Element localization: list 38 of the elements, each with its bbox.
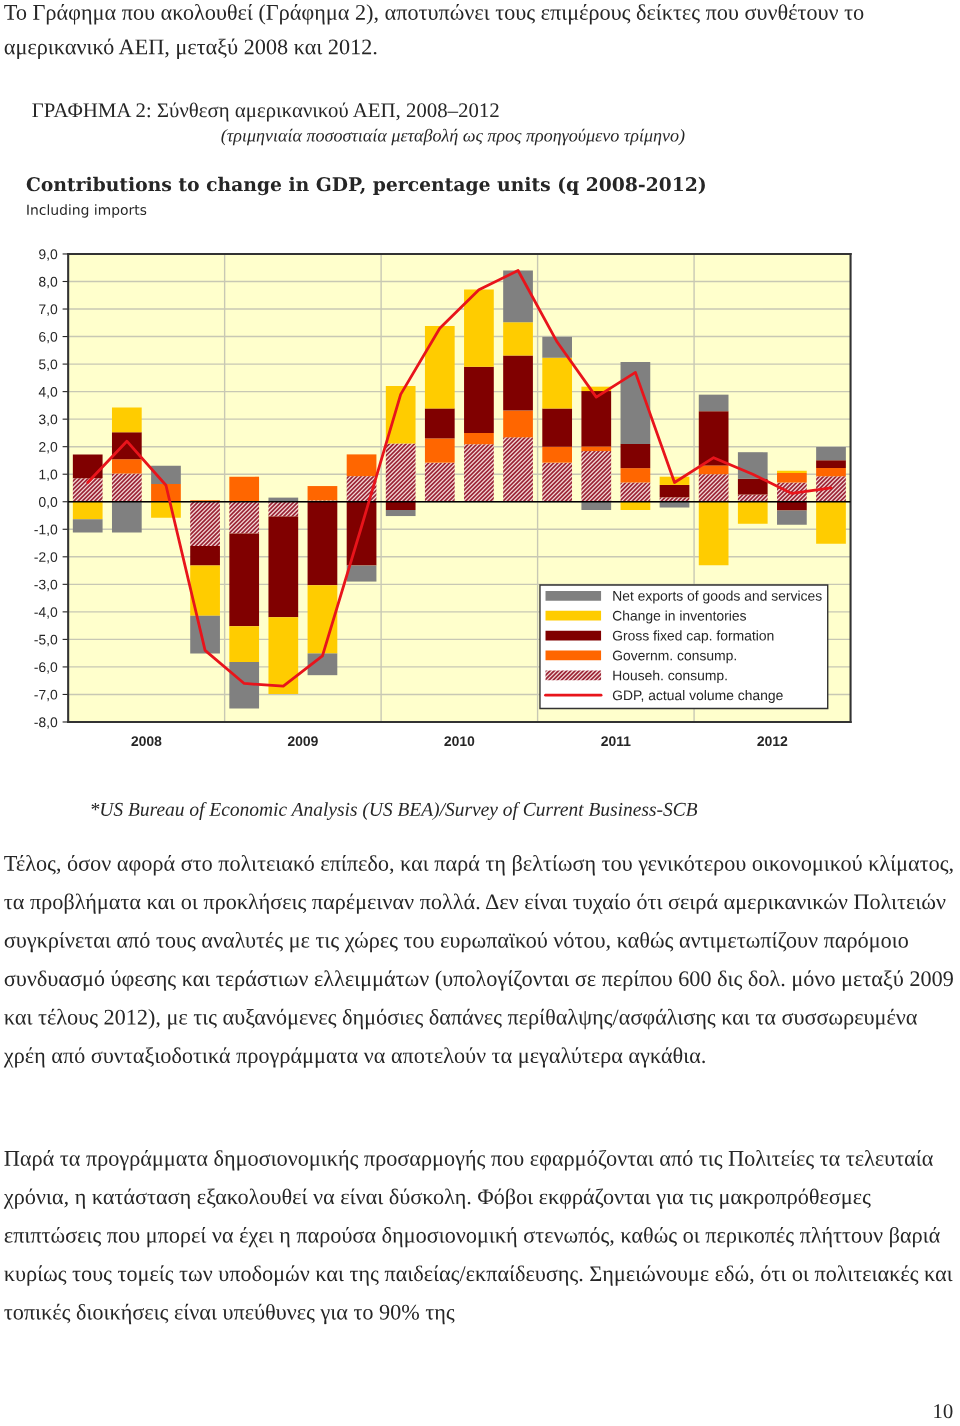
y-tick-label: 3,0 bbox=[38, 414, 58, 426]
y-tick-label: -4,0 bbox=[34, 607, 58, 619]
y-tick-label: 5,0 bbox=[38, 359, 58, 371]
x-tick-label: 2012 bbox=[757, 736, 788, 747]
x-tick-label: 2009 bbox=[287, 736, 318, 747]
y-tick-label: 4,0 bbox=[38, 386, 58, 399]
y-tick-label: 2,0 bbox=[39, 442, 58, 454]
x-tick-label: 2010 bbox=[444, 736, 475, 747]
y-tick-label: 8,0 bbox=[39, 276, 58, 289]
text: Παρά τα προγράμματα δημοσιονομικής προσαρμογής που εφαρμόζονται από τις Πολιτείες τα τελευταία χρόνια, η κατάσταση εξακολουθεί να είναι δύσκολη. Φόβοι εκφράζονται για τις μακροπρόθεσμες επιπτώσεις που μπορεί να έχει η παρούσα δημοσιονομική στενωπός, καθώς οι περικοπές πλήττουν βαριά κυρίως τους τομείς των υποδομών και της παιδείας/εκπαίδευσης. Σημειώνουμε εδώ, ότι οι πολιτειακές και τοπικές διοικήσεις είναι υπεύθυνες για το 90% της bbox=[3, 1150, 953, 1325]
chart-title: ΓΡΑΦΗΜΑ 2: Σύνθεση αμερικανικού ΑΕΠ, 2008–2012 bbox=[32, 102, 499, 122]
y-tick-label: -7,0 bbox=[34, 689, 58, 702]
text: Το Γράφημα που ακολουθεί (Γράφημα 2), αποτυπώνει τους επιμέρους δείκτες που συνθέτουν το αμερικανικό ΑΕΠ, μεταξύ 2008 και 2012. bbox=[4, 4, 864, 59]
y-tick-label: 6,0 bbox=[39, 331, 58, 344]
x-tick-label: 2011 bbox=[601, 736, 631, 747]
y-tick-label: 9,0 bbox=[39, 249, 58, 261]
y-tick-label: 0,0 bbox=[38, 497, 58, 509]
text: 10 bbox=[934, 1404, 953, 1419]
chart-subtitle: (τριμηνιαία ποσοστιαία μεταβολή ως προς προηγούμενο τρίμηνο) bbox=[221, 128, 685, 146]
text: Τέλος, όσον αφορά στο πολιτειακό επίπεδο, και παρά τη βελτίωση του γενικότερου οικονομικού κλίματος, τα προβλήματα και οι προκλήσεις παρέμειναν πολλά. Δεν είναι τυχαίο ότι σειρά αμερικανικών Πολιτειών συγκρίνεται από τους αναλυτές με τις χώρες του ευρωπαϊκού νότου, καθώς αντιμετωπίζουν παρόμοιο συνδυασμό ύφεσης και τεράστιων ελλειμμάτων (υπολογίζονται σε περίπου 600 δις δολ. μόνο μεταξύ 2009 και τέλους 2012), με τις αυξανόμενες δημόσιες δαπάνες περίθαλψης/ασφάλισης και τα συσσωρευμένα χρέη από συνταξιοδοτικά προγράμματα να αποτελούν τα μεγαλύτερα αγκάθια. bbox=[3, 855, 953, 1068]
legend-label: Change in inventories bbox=[612, 610, 747, 624]
legend-label: GDP, actual volume change bbox=[612, 690, 783, 703]
y-tick-label: -2,0 bbox=[34, 552, 58, 564]
legend-label: Net exports of goods and services bbox=[613, 590, 822, 604]
x-tick-label: 2008 bbox=[131, 736, 162, 747]
y-tick-label: -1,0 bbox=[34, 524, 58, 537]
legend-label: Governm. consump. bbox=[612, 650, 736, 664]
y-tick-label: 1,0 bbox=[39, 469, 58, 482]
y-tick-label: 7,0 bbox=[39, 304, 58, 316]
legend-label: Gross fixed cap. formation bbox=[612, 630, 774, 644]
y-tick-label: -5,0 bbox=[34, 634, 58, 647]
text: Including imports bbox=[27, 204, 147, 218]
y-tick-label: -6,0 bbox=[34, 662, 58, 674]
y-tick-label: -3,0 bbox=[34, 579, 58, 592]
text: *US Bureau of Economic Analysis (US BEA)/Survey of Current Business-SCB bbox=[91, 802, 698, 820]
text: Contributions to change in GDP, percentage units (q 2008-2012) bbox=[26, 176, 705, 196]
legend-label: Househ. consump. bbox=[613, 670, 727, 684]
y-tick-label: -8,0 bbox=[34, 717, 58, 729]
